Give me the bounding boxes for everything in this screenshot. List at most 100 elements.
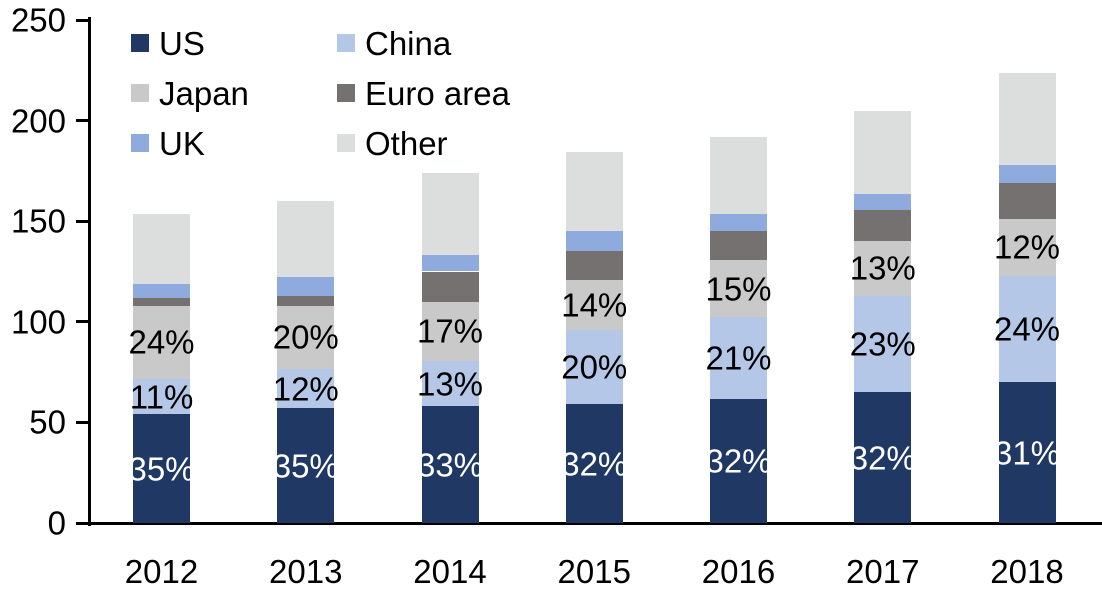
y-axis-tick-label: 100 [10, 303, 66, 341]
bar-segment-label: 20% [561, 348, 628, 386]
bar-segment-china [421, 361, 479, 407]
bar-segment-other [998, 73, 1056, 165]
y-axis-tick [76, 320, 88, 324]
bar-segment-label: 32% [849, 439, 916, 477]
bar-segment-other [133, 214, 190, 284]
bar-segment-label: 14% [561, 286, 628, 324]
bar-segment-euro-area [565, 251, 623, 280]
bar-segment-label: 17% [416, 312, 484, 350]
bar-segment-us [565, 404, 623, 523]
y-axis-tick-label: 150 [10, 202, 66, 240]
bar-segment-japan [854, 241, 912, 296]
bar-segment-us [421, 406, 479, 523]
y-axis-tick [76, 521, 88, 525]
legend-swatch-icon [131, 134, 149, 152]
x-axis-category-label: 2017 [846, 553, 920, 590]
x-axis-category-label: 2013 [269, 553, 343, 590]
bar-segment-uk [998, 164, 1056, 183]
bar-segment-euro-area [998, 182, 1056, 220]
bar-segment-label: 32% [561, 445, 628, 483]
bar-segment-us [710, 399, 767, 523]
bar-segment-other [277, 201, 335, 277]
bar-segment-china [710, 316, 767, 400]
y-axis-tick-label: 250 [10, 1, 66, 39]
x-axis-category-label: 2016 [701, 553, 776, 590]
bar-segment-euro-area [710, 231, 767, 261]
chart-legend: US China Japan Euro area UK Other [131, 24, 510, 162]
bar-segment-uk [854, 194, 912, 211]
bar-segment-uk [421, 255, 479, 272]
legend-label: UK [159, 124, 205, 162]
bar-segment-uk [277, 276, 335, 296]
bar-segment-us [998, 382, 1056, 523]
y-axis-tick [76, 18, 88, 22]
bar-segment-uk [133, 283, 190, 298]
bar-segment-label: 24% [993, 310, 1061, 348]
bar-segment-other [421, 172, 479, 256]
legend-item-us: US [131, 24, 337, 62]
y-axis-tick [76, 119, 88, 123]
bar-segment-label: 33% [416, 446, 484, 484]
legend-label: Other [365, 124, 448, 162]
bar-segment-other [565, 151, 623, 232]
bar-segment-japan [277, 305, 335, 370]
bar-segment-other [854, 110, 912, 195]
bar-segment-label: 24% [128, 323, 195, 361]
bar-segment-china [565, 329, 623, 405]
y-axis-tick-label: 0 [47, 504, 66, 542]
legend-item-euro-area: Euro area [337, 74, 510, 112]
bar-segment-us [133, 414, 190, 523]
bar-segment-euro-area [421, 271, 479, 302]
bar-segment-label: 12% [272, 370, 339, 408]
x-axis-category-label: 2015 [557, 553, 631, 590]
x-axis-line [88, 522, 1102, 525]
legend-label: Japan [159, 74, 249, 112]
bar-segment-euro-area [854, 210, 912, 242]
x-axis-category-label: 2014 [413, 553, 487, 590]
bar-segment-japan [998, 219, 1056, 276]
legend-item-china: China [337, 24, 510, 62]
y-axis-tick-label: 50 [29, 403, 66, 441]
bar-segment-label: 35% [128, 450, 195, 488]
y-axis-tick [76, 420, 88, 424]
legend-swatch-icon [337, 34, 355, 52]
bar-segment-uk [710, 214, 767, 232]
bar-segment-label: 13% [416, 365, 484, 403]
bar-segment-japan [710, 260, 767, 317]
bar-segment-label: 13% [849, 249, 916, 287]
bar-segment-china [854, 295, 912, 393]
bar-segment-label: 12% [993, 228, 1061, 266]
legend-swatch-icon [131, 34, 149, 52]
legend-label: US [159, 24, 205, 62]
bar-segment-china [133, 379, 190, 415]
legend-item-other: Other [337, 124, 510, 162]
bar-segment-label: 23% [849, 325, 916, 363]
legend-item-japan: Japan [131, 74, 337, 112]
legend-item-uk: UK [131, 124, 337, 162]
legend-swatch-icon [337, 84, 355, 102]
bar-segment-japan [421, 301, 479, 362]
y-axis-line [88, 17, 91, 526]
bar-segment-label: 32% [705, 442, 772, 480]
bar-segment-japan [133, 305, 190, 380]
bar-segment-label: 35% [272, 447, 339, 485]
x-axis-category-label: 2018 [990, 553, 1064, 590]
bar-segment-us [277, 408, 335, 523]
legend-swatch-icon [337, 134, 355, 152]
x-axis-category-label: 2012 [124, 553, 199, 590]
bar-segment-label: 11% [129, 378, 194, 416]
y-axis-tick [76, 219, 88, 223]
legend-swatch-icon [131, 84, 149, 102]
bar-segment-uk [565, 231, 623, 252]
bar-segment-other [710, 136, 767, 215]
legend-label: Euro area [365, 74, 510, 112]
bar-segment-china [998, 275, 1056, 383]
legend-label: China [365, 24, 452, 62]
y-axis-tick-label: 200 [10, 102, 66, 140]
bar-segment-label: 15% [705, 270, 772, 308]
bar-segment-label: 31% [993, 434, 1061, 472]
bar-segment-label: 20% [272, 318, 339, 356]
bar-segment-us [854, 392, 912, 523]
bar-segment-china [277, 369, 335, 409]
